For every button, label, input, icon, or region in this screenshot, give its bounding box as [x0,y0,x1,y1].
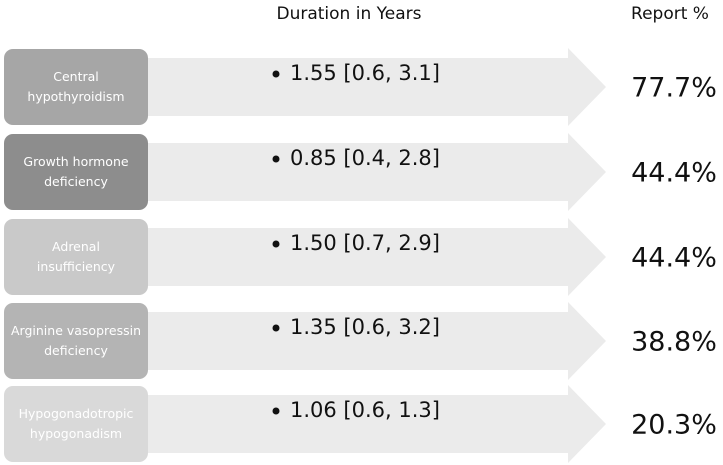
condition-box [4,303,148,379]
label-line: Central [53,69,99,84]
bullet [272,155,280,163]
arrow [148,218,606,296]
condition-label: Hypogonadotropic hypogonadism [19,406,134,441]
label-line: Growth hormone [23,154,128,169]
duration: 0.85 [0.4, 2.8] [290,146,440,170]
label-line: Hypogonadotropic [19,406,134,421]
bullet [272,240,280,248]
arrow [148,385,606,463]
arrow [148,133,606,211]
duration-header: Duration in Years [277,4,422,24]
label-line: hypothyroidism [27,89,124,104]
label-line: deficiency [44,343,108,358]
duration: 1.55 [0.6, 3.1] [290,61,440,85]
label-line: insufficiency [37,259,116,274]
duration: 1.35 [0.6, 3.2] [290,315,440,339]
condition-box [4,386,148,462]
duration: 1.06 [0.6, 1.3] [290,398,440,422]
report: 44.4% [631,158,717,189]
arrow [148,302,606,380]
label-line: deficiency [44,174,108,189]
report: 44.4% [631,243,717,274]
bullet [272,70,280,78]
report: 77.7% [631,73,717,104]
report: 38.8% [631,327,717,358]
bullet [272,324,280,332]
bullet [272,407,280,415]
condition-label: Adrenal insufficiency [37,239,116,274]
duration: 1.50 [0.7, 2.9] [290,231,440,255]
condition-label: Growth hormone deficiency [23,154,128,189]
condition-label: Arginine vasopressin deficiency [11,323,141,358]
condition-box [4,134,148,210]
report: 20.3% [631,410,717,441]
report-header: Report % [631,4,709,24]
label-line: Arginine vasopressin [11,323,141,338]
condition-label: Central hypothyroidism [27,69,124,104]
arrow [148,48,606,126]
label-line: hypogonadism [30,426,122,441]
condition-box [4,49,148,125]
label-line: Adrenal [52,239,100,254]
condition-box [4,219,148,295]
